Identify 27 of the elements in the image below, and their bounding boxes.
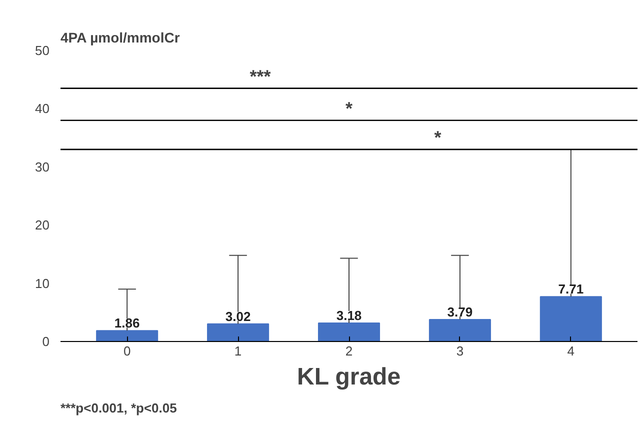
x-axis-title: KL grade	[296, 364, 401, 390]
bar	[207, 323, 270, 342]
data-label: 3.79	[447, 304, 473, 320]
x-tick-label: 4	[567, 344, 575, 358]
text: ***p<0.001, *p<0.05	[60, 400, 177, 416]
x-tick-label: 2	[345, 344, 353, 358]
x-tick-label: 0	[123, 344, 131, 358]
x-tick-label: 3	[456, 344, 464, 358]
y-axis-title: 4PA µmol/mmolCr	[60, 30, 180, 46]
bar	[540, 296, 602, 342]
data-label: 7.71	[558, 282, 584, 297]
y-tick-label: 30	[35, 159, 50, 174]
y-tick-label: 40	[35, 101, 50, 116]
ref-line-label: *	[434, 127, 442, 148]
data-label: 3.02	[225, 308, 251, 324]
bar	[96, 330, 158, 342]
y-tick-label: 20	[35, 218, 50, 233]
ref-line-label: *	[346, 98, 353, 118]
bar	[428, 318, 491, 342]
data-label: 3.18	[336, 308, 362, 323]
y-tick-label: 50	[35, 43, 50, 58]
y-tick-label: 0	[42, 334, 50, 349]
x-tick-label: 1	[234, 344, 242, 358]
y-tick-label: 10	[35, 276, 50, 291]
bar	[318, 322, 380, 342]
data-label: 1.86	[114, 316, 140, 331]
ref-line-label: ***	[250, 66, 271, 86]
